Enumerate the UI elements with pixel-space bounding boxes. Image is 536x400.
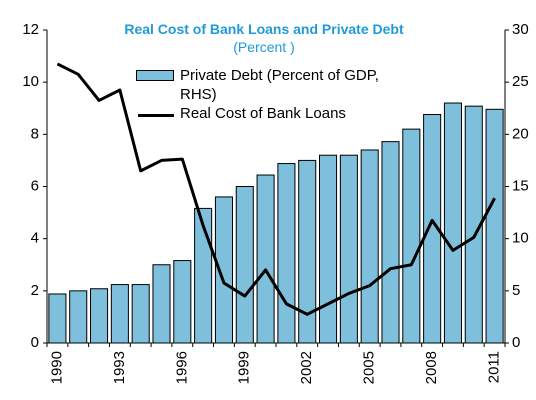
ticks-group: 0 2 4 6 8 10 12 0 5 10 15 20 25 30 1990 1993 1996 1999 200…: [22, 21, 528, 384]
bars-group: [48, 102, 504, 344]
x-tick-label: 2011: [486, 351, 503, 383]
y-left-tick-label: 6: [31, 177, 39, 194]
bar-1990: [48, 293, 67, 344]
y-right-tick-label: 0: [512, 334, 520, 351]
bar-1991: [69, 290, 88, 344]
bar-2004: [339, 154, 358, 344]
legend-label-private-debt-line1: Private Debt (Percent of GDP,: [180, 67, 379, 84]
legend-item-real-cost: Real Cost of Bank Loans: [136, 104, 436, 123]
bar-2009: [443, 102, 462, 344]
bar-1994: [131, 284, 150, 344]
bar-2006: [381, 141, 400, 344]
bar-1992: [90, 288, 109, 344]
y-right-tick-label: 15: [512, 177, 529, 194]
x-tick-label: 1990: [48, 351, 65, 384]
y-left-tick-label: 12: [22, 21, 39, 38]
x-tick-label: 2002: [298, 351, 315, 384]
y-right-tick-label: 30: [512, 21, 529, 38]
x-tick-label: 1993: [111, 351, 128, 384]
bar-2000: [256, 174, 275, 344]
bar-1999: [235, 186, 254, 344]
bar-1993: [110, 284, 129, 344]
bar-2011: [485, 108, 504, 344]
y-right-tick-label: 5: [512, 282, 520, 299]
x-tick-label: 2005: [361, 351, 378, 384]
bar-1995: [152, 264, 171, 344]
y-right-tick-label: 25: [512, 73, 529, 90]
bar-2005: [360, 149, 379, 344]
legend-swatch-bar: [136, 70, 174, 81]
y-right-tick-label: 20: [512, 125, 529, 142]
bar-1996: [173, 260, 192, 344]
y-left-tick-label: 10: [22, 73, 39, 90]
y-left-tick-label: 4: [31, 230, 39, 247]
real-cost-line: [56, 62, 496, 316]
x-tick-label: 1996: [173, 351, 190, 384]
y-left-tick-label: 2: [31, 282, 39, 299]
y-left-tick-label: 8: [31, 125, 39, 142]
legend-item-private-debt: Private Debt (Percent of GDP, RHS): [136, 66, 436, 104]
bar-2001: [277, 163, 296, 344]
chart-title: Real Cost of Bank Loans and Private Debt…: [104, 20, 424, 56]
bar-2003: [319, 154, 338, 344]
legend: Private Debt (Percent of GDP, RHS) Real …: [136, 66, 436, 123]
chart-title-text: Real Cost of Bank Loans and Private Debt: [124, 21, 404, 37]
bar-2007: [402, 128, 421, 344]
chart-title-unit: (Percent ): [233, 39, 295, 55]
legend-label-real-cost: Real Cost of Bank Loans: [180, 105, 346, 122]
y-right-tick-label: 10: [512, 230, 529, 247]
y-left-tick-label: 0: [31, 334, 39, 351]
legend-label-private-debt-line2: RHS): [180, 86, 217, 103]
legend-swatch-line: [138, 114, 174, 117]
x-tick-label: 2008: [423, 351, 440, 384]
x-tick-label: 1999: [236, 351, 253, 384]
